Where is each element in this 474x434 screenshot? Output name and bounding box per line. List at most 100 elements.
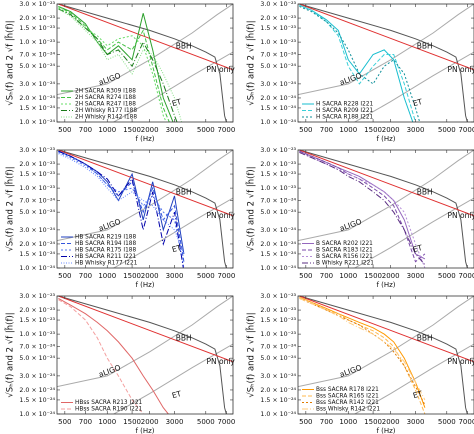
- series-line: [58, 150, 184, 268]
- y-tick-label: 1.5 × 10⁻²⁴: [260, 105, 296, 112]
- y-tick-label: 7.0 × 10⁻²⁴: [260, 197, 296, 204]
- curve-label: aLIGO: [338, 363, 363, 379]
- panel: 3.0 × 10⁻²³ 2.0 × 10⁻²³ 1.5 × 10⁻²³ 1.0 × 1…: [4, 293, 235, 434]
- x-axis-label: f (Hz): [135, 135, 154, 143]
- y-tick-label: 1.0 × 10⁻²⁴: [260, 265, 296, 272]
- series-line: [299, 297, 426, 401]
- plot-frame: [56, 3, 234, 123]
- reference-curve: [57, 4, 233, 96]
- legend-label: B SACRA R183 I221: [316, 248, 373, 254]
- y-tick-label: 2.0 × 10⁻²⁴: [19, 387, 55, 394]
- y-tick-label: 3.0 × 10⁻²³: [260, 1, 296, 8]
- curve-label: BBH: [176, 333, 192, 342]
- panel: 3.0 × 10⁻²³ 2.0 × 10⁻²³ 1.5 × 10⁻²³ 1.0 × 1…: [245, 293, 474, 434]
- reference-curve: [58, 4, 233, 71]
- y-tick-label: 5.0 × 10⁻²⁴: [19, 355, 55, 362]
- x-tick-label: 5000: [438, 272, 456, 280]
- x-tick-label: 1000: [339, 272, 357, 280]
- y-tick-label: 1.0 × 10⁻²⁴: [19, 265, 55, 272]
- x-tick-label: 1000: [98, 272, 116, 280]
- x-tick-label: 3000: [407, 418, 425, 426]
- y-tick-label: 3.0 × 10⁻²⁴: [260, 81, 296, 88]
- series-line: [299, 4, 417, 122]
- y-tick-label: 3.0 × 10⁻²³: [19, 1, 55, 8]
- y-tick-label: 1.5 × 10⁻²³: [19, 317, 55, 324]
- plot-area: [57, 150, 233, 268]
- legend-label: HB Whisky R177 I221: [75, 261, 138, 267]
- curve-label: BBH: [176, 41, 192, 50]
- x-tick-label: 700: [79, 272, 92, 280]
- x-tick-label: 5000: [197, 126, 215, 134]
- legend-label: 2H Whisky R142 I188: [75, 115, 137, 121]
- series-line: [58, 7, 167, 122]
- x-tick-label: 3000: [166, 272, 184, 280]
- curve-label: PN only: [206, 65, 235, 74]
- y-tick-label: 1.0 × 10⁻²⁴: [260, 119, 296, 126]
- x-tick-label: 1000: [339, 418, 357, 426]
- plot-frame: [297, 295, 474, 415]
- x-tick-label: 1500: [364, 272, 382, 280]
- panel: 3.0 × 10⁻²³ 2.0 × 10⁻²³ 1.5 × 10⁻²³ 1.0 × 1…: [4, 147, 235, 289]
- series-line: [58, 5, 170, 122]
- panel: 3.0 × 10⁻²³ 2.0 × 10⁻²³ 1.5 × 10⁻²³ 1.0 × 1…: [245, 1, 474, 143]
- series-line: [299, 4, 414, 122]
- y-tick-label: 1.5 × 10⁻²⁴: [19, 397, 55, 404]
- curve-label: BBH: [417, 333, 433, 342]
- legend-label: B Whisky R221 I221: [316, 261, 374, 267]
- reference-curve: [299, 296, 474, 363]
- y-tick-label: 1.0 × 10⁻²³: [19, 185, 55, 192]
- y-tick-label: 5.0 × 10⁻²⁴: [260, 63, 296, 70]
- x-tick-label: 1500: [123, 418, 141, 426]
- y-axis-label: √Sₕ(f) and 2 √f |h̃(f)|: [245, 312, 257, 397]
- y-tick-label: 2.0 × 10⁻²⁴: [260, 387, 296, 394]
- plot-area: [57, 4, 233, 122]
- legend-label: Bss SACRA R165 I221: [316, 394, 379, 400]
- panel: 3.0 × 10⁻²³ 2.0 × 10⁻²³ 1.5 × 10⁻²³ 1.0 × 1…: [4, 1, 235, 143]
- x-tick-label: 500: [299, 126, 312, 134]
- x-tick-label: 5000: [438, 418, 456, 426]
- reference-curve: [112, 197, 233, 268]
- y-tick-label: 3.0 × 10⁻²⁴: [19, 227, 55, 234]
- plot-area: [298, 296, 474, 414]
- y-tick-label: 1.5 × 10⁻²⁴: [19, 105, 55, 112]
- y-axis-label: √Sₕ(f) and 2 √f |h̃(f)|: [4, 166, 16, 251]
- x-tick-label: 1000: [98, 126, 116, 134]
- x-tick-label: 3000: [166, 126, 184, 134]
- reference-curve: [298, 4, 474, 96]
- x-tick-label: 2000: [382, 126, 400, 134]
- legend-label: Bss SACRA R142 I221: [316, 400, 379, 406]
- y-axis-label: √Sₕ(f) and 2 √f |h̃(f)|: [245, 20, 257, 105]
- x-tick-label: 5000: [197, 272, 215, 280]
- y-axis-label: √Sₕ(f) and 2 √f |h̃(f)|: [4, 312, 16, 397]
- reference-curve: [58, 296, 227, 414]
- x-tick-label: 700: [79, 126, 92, 134]
- plot-frame: [297, 3, 474, 123]
- y-tick-label: 5.0 × 10⁻²⁴: [19, 63, 55, 70]
- curve-label: aLIGO: [97, 363, 122, 379]
- curve-label: ET: [412, 389, 424, 400]
- y-tick-label: 1.5 × 10⁻²⁴: [260, 397, 296, 404]
- x-axis-label: f (Hz): [135, 281, 154, 289]
- y-tick-label: 2.0 × 10⁻²⁴: [260, 241, 296, 248]
- y-tick-label: 1.0 × 10⁻²³: [260, 185, 296, 192]
- legend-label: HBss SACRA R190 I221: [75, 407, 143, 413]
- series-line: [299, 151, 426, 268]
- x-axis-label: f (Hz): [376, 281, 395, 289]
- y-tick-label: 1.0 × 10⁻²³: [19, 39, 55, 46]
- legend-label: HB SACRA R194 I188: [75, 241, 136, 247]
- x-axis-label: f (Hz): [376, 135, 395, 143]
- series-line: [299, 297, 426, 406]
- x-tick-label: 7000: [217, 126, 235, 134]
- y-tick-label: 1.0 × 10⁻²³: [260, 331, 296, 338]
- x-tick-label: 3000: [407, 272, 425, 280]
- y-tick-label: 1.0 × 10⁻²³: [260, 39, 296, 46]
- legend-label: HB SACRA R219 I188: [75, 235, 136, 241]
- x-tick-label: 5000: [197, 418, 215, 426]
- x-tick-label: 2000: [382, 418, 400, 426]
- reference-curve: [58, 150, 233, 217]
- y-tick-label: 5.0 × 10⁻²⁴: [19, 209, 55, 216]
- x-tick-label: 1500: [123, 126, 141, 134]
- y-tick-label: 3.0 × 10⁻²³: [19, 147, 55, 154]
- curve-label: ET: [171, 243, 183, 254]
